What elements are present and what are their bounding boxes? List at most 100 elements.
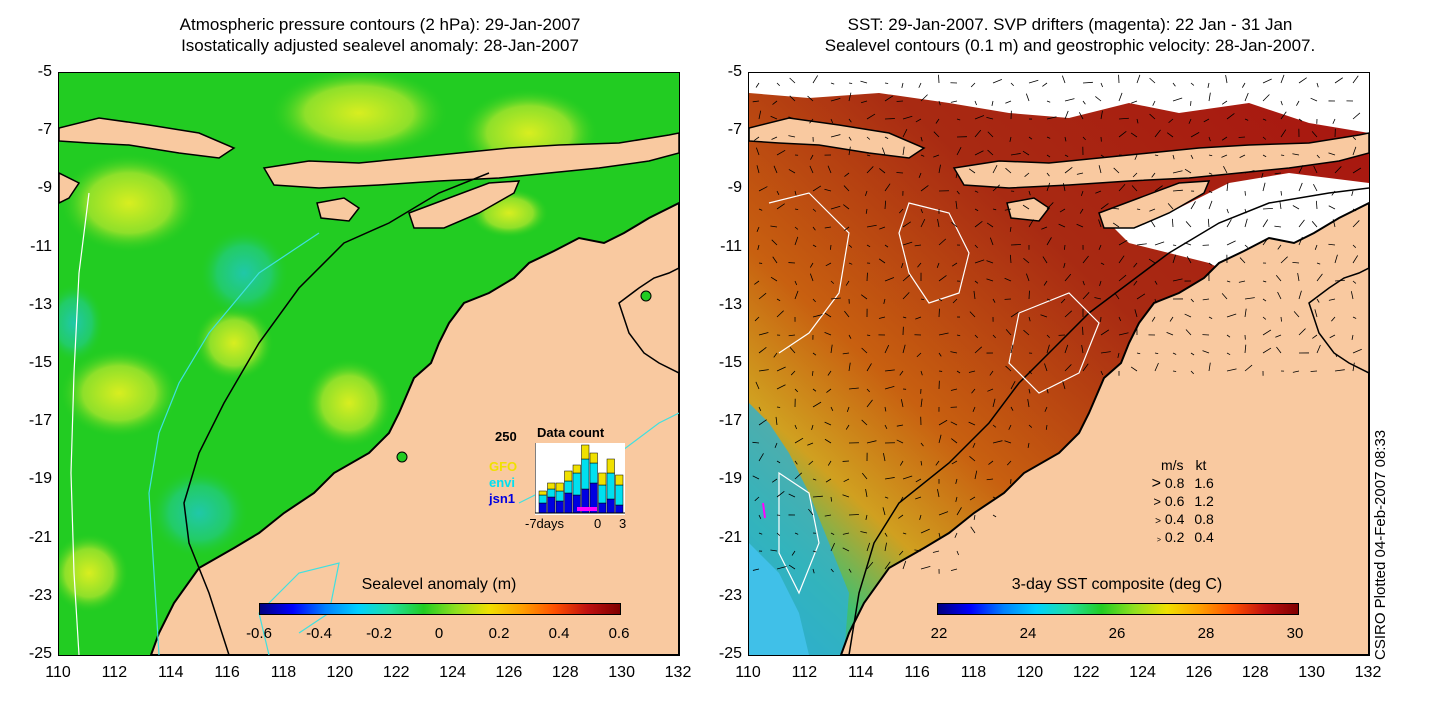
velocity-vector: [1082, 136, 1086, 141]
velocity-vector: [1168, 118, 1174, 123]
velocity-vector: [754, 136, 760, 141]
velocity-vector: [986, 478, 994, 481]
velocity-ms-value: 0.8: [1161, 475, 1185, 491]
velocity-vector: [788, 169, 796, 174]
velocity-vector: [846, 406, 850, 412]
velocity-vector: [1352, 167, 1362, 174]
velocity-vector: [1082, 292, 1090, 300]
velocity-vector: [848, 146, 851, 156]
velocity-vector: [991, 100, 994, 106]
velocity-vector: [1010, 344, 1014, 354]
velocity-vector: [794, 190, 797, 196]
x-tick-label: 126: [1185, 664, 1213, 681]
velocity-vector: [824, 421, 832, 426]
velocity-vector: [920, 528, 930, 534]
velocity-vector: [1311, 131, 1318, 138]
velocity-vector: [1328, 243, 1336, 246]
velocity-vector: [776, 566, 787, 570]
velocity-vector: [1064, 136, 1067, 142]
velocity-vector: [1275, 334, 1282, 338]
velocity-vector: [902, 115, 913, 120]
velocity-vector: [826, 388, 832, 393]
velocity-vector: [1028, 219, 1034, 228]
velocity-vector: [843, 185, 850, 192]
velocity-vector: [992, 398, 996, 408]
velocity-vector: [1167, 203, 1174, 210]
velocity-vector: [1005, 167, 1012, 174]
velocity-vector: [1136, 293, 1146, 300]
velocity-vector: [1298, 219, 1305, 228]
velocity-vector: [992, 298, 996, 303]
velocity-vector: [884, 136, 889, 140]
velocity-vector: [1190, 132, 1200, 138]
velocity-vector: [1078, 112, 1084, 120]
velocity-vector: [884, 561, 891, 570]
velocity-vector: [956, 147, 962, 156]
inset-xlabel-end: 3: [619, 516, 627, 531]
velocity-vector: [1100, 203, 1109, 210]
velocity-vector: [974, 244, 978, 249]
velocity-vector: [1226, 334, 1231, 338]
velocity-vector: [1316, 262, 1321, 265]
velocity-vector: [1131, 100, 1138, 104]
velocity-vector: [771, 136, 778, 140]
velocity-vector: [974, 259, 985, 264]
velocity-vector: [776, 460, 781, 464]
velocity-vector: [789, 77, 796, 84]
velocity-vector: [1226, 280, 1231, 283]
velocity-vector: [1005, 365, 1012, 372]
velocity-vector: [811, 370, 814, 376]
velocity-vector: [1351, 334, 1354, 340]
velocity-vector: [861, 347, 868, 354]
velocity-vector: [860, 80, 868, 84]
velocity-vector: [883, 453, 886, 462]
velocity-vector: [914, 244, 922, 247]
velocity-vector: [1280, 129, 1287, 138]
velocity-vector: [776, 491, 785, 498]
velocity-vector: [1352, 112, 1361, 120]
velocity-vector: [1046, 237, 1052, 246]
velocity-vector: [1064, 273, 1072, 282]
velocity-vector: [1262, 182, 1266, 192]
colorbar-tick-label: 0: [434, 625, 444, 642]
velocity-vector: [1297, 272, 1300, 282]
velocity-vector: [845, 280, 850, 286]
velocity-vector: [920, 218, 926, 228]
velocity-vector: [861, 472, 868, 480]
velocity-vector: [824, 514, 832, 517]
velocity-vector: [788, 564, 796, 570]
velocity-vector: [1044, 363, 1048, 372]
velocity-vector: [899, 370, 904, 376]
velocity-vector: [1334, 166, 1342, 174]
velocity-vector: [844, 172, 850, 177]
velocity-vector: [950, 568, 958, 572]
velocity-kt-value: 1.2: [1194, 493, 1214, 509]
velocity-vector: [987, 131, 994, 138]
velocity-vector: [884, 369, 895, 372]
velocity-vector: [896, 100, 904, 102]
right-colorbar-label: 3-day SST composite (deg C): [1011, 576, 1223, 593]
velocity-vector: [1082, 81, 1093, 84]
velocity-vector: [824, 188, 832, 192]
sealevel-anomaly-map[interactable]: 250 Data count -7days 0 3 GFO envi jsn1 …: [58, 72, 680, 656]
velocity-vector: [956, 334, 961, 337]
velocity-vector: [1154, 185, 1163, 192]
velocity-vector: [950, 421, 958, 426]
velocity-vector: [992, 208, 997, 211]
velocity-vector: [1044, 406, 1048, 412]
velocity-vector: [1172, 278, 1183, 282]
velocity-vector: [752, 568, 760, 571]
velocity-legend-row: > 0.8 1.6: [1137, 475, 1214, 493]
velocity-vector: [902, 560, 907, 570]
velocity-vector: [920, 94, 928, 102]
velocity-vector: [1280, 100, 1283, 106]
velocity-vector: [1112, 222, 1120, 228]
velocity-vector: [1313, 183, 1318, 192]
velocity-vector: [866, 399, 873, 408]
velocity-vector: [974, 100, 977, 106]
velocity-vector: [1079, 208, 1084, 214]
velocity-vector: [1334, 369, 1345, 372]
velocity-vector: [902, 475, 913, 480]
velocity-vector: [770, 225, 778, 228]
sst-map[interactable]: m/s kt > 0.8 1.6 > 0.6 1.2 > 0.4 0.8 > 0.2 0.4 …: [748, 72, 1370, 656]
